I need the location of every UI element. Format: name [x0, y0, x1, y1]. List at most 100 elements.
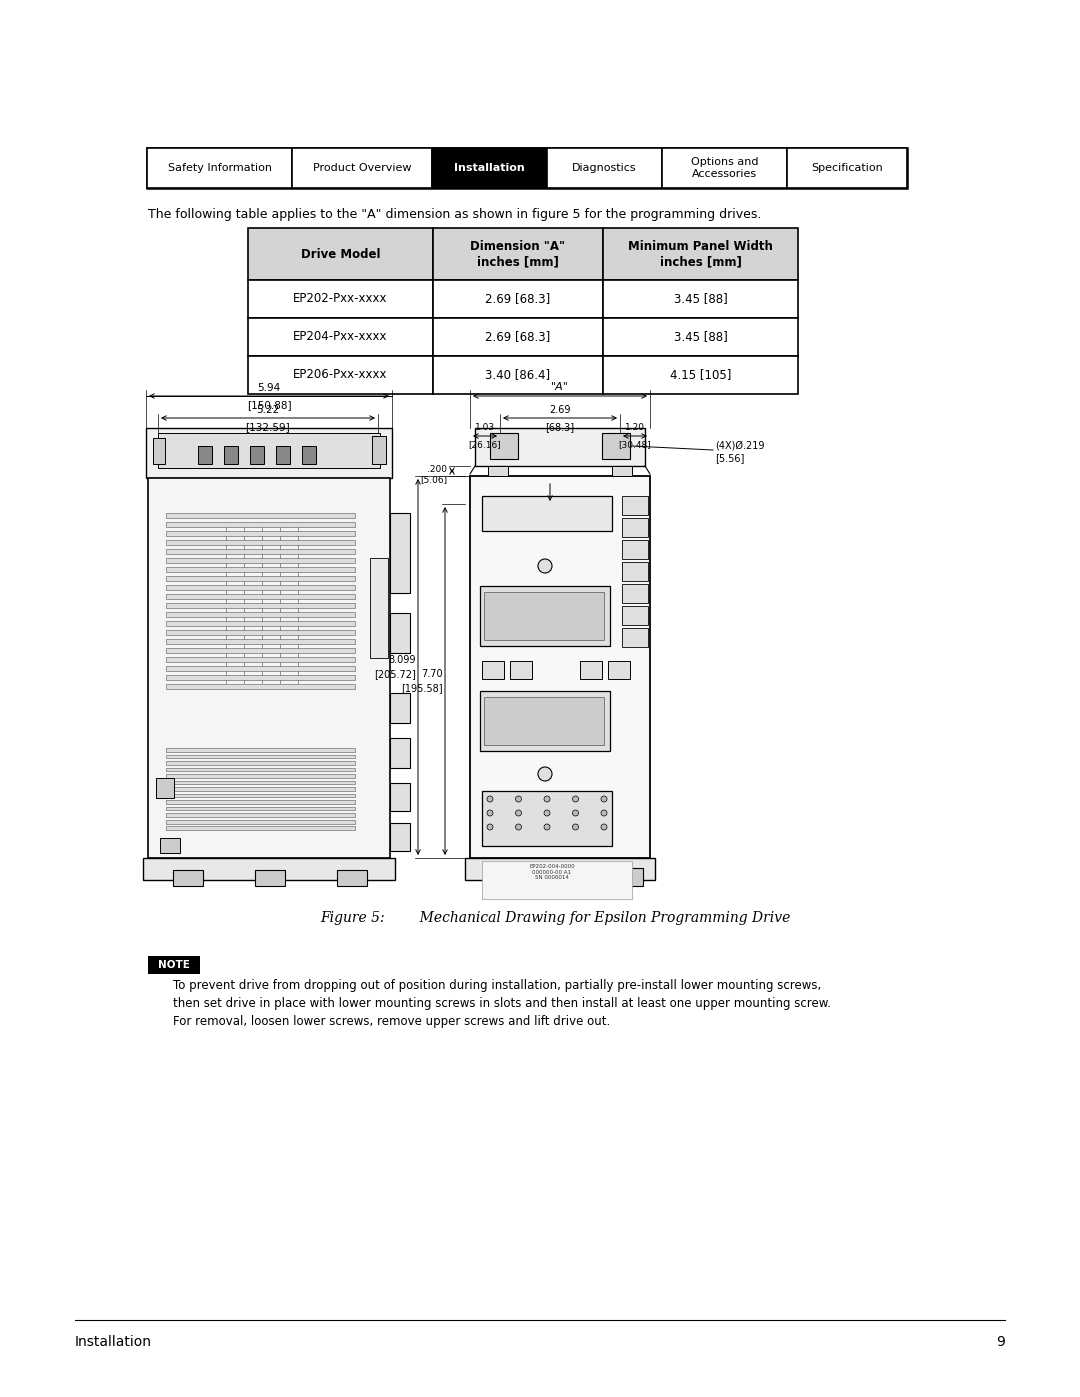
- Text: [195.58]: [195.58]: [402, 683, 443, 693]
- Bar: [166, 813, 355, 817]
- Bar: [580, 661, 602, 679]
- Bar: [617, 868, 643, 886]
- Bar: [475, 427, 645, 467]
- Bar: [166, 657, 355, 662]
- Bar: [166, 788, 355, 791]
- Bar: [173, 870, 203, 886]
- Bar: [480, 585, 610, 645]
- Text: Specification: Specification: [811, 163, 882, 173]
- Bar: [612, 467, 632, 476]
- Text: For removal, loosen lower screws, remove upper screws and lift drive out.: For removal, loosen lower screws, remove…: [173, 1016, 610, 1028]
- Bar: [166, 594, 355, 599]
- Text: To prevent drive from dropping out of position during installation, partially pr: To prevent drive from dropping out of po…: [173, 979, 821, 992]
- Circle shape: [487, 824, 492, 830]
- Bar: [490, 433, 518, 460]
- Text: [132.59]: [132.59]: [245, 422, 291, 432]
- Bar: [390, 738, 410, 768]
- Text: .200: .200: [427, 465, 447, 475]
- Bar: [482, 861, 632, 900]
- Bar: [198, 446, 212, 464]
- Text: 4.15 [105]: 4.15 [105]: [670, 369, 731, 381]
- Circle shape: [600, 810, 607, 816]
- Text: [26.16]: [26.16]: [469, 440, 501, 450]
- Bar: [390, 823, 410, 851]
- Bar: [166, 807, 355, 810]
- Bar: [147, 148, 292, 189]
- Bar: [166, 604, 355, 608]
- Bar: [166, 781, 355, 784]
- Text: [68.3]: [68.3]: [545, 422, 575, 432]
- Text: 3.45 [88]: 3.45 [88]: [674, 292, 727, 306]
- Bar: [166, 827, 355, 830]
- Bar: [337, 870, 367, 886]
- Text: 2.69 [68.3]: 2.69 [68.3]: [485, 292, 551, 306]
- Text: Diagnostics: Diagnostics: [572, 163, 637, 173]
- Circle shape: [572, 796, 579, 802]
- Text: 3.45 [88]: 3.45 [88]: [674, 331, 727, 344]
- Bar: [485, 868, 511, 886]
- Circle shape: [487, 810, 492, 816]
- Bar: [432, 148, 546, 189]
- Bar: [248, 279, 433, 319]
- Bar: [546, 148, 662, 189]
- Text: Dimension "A"
inches [mm]: Dimension "A" inches [mm]: [471, 240, 566, 268]
- Text: 5.94: 5.94: [257, 383, 281, 393]
- Text: Installation: Installation: [75, 1336, 152, 1350]
- Bar: [622, 629, 648, 647]
- Circle shape: [600, 824, 607, 830]
- Bar: [276, 446, 291, 464]
- Bar: [370, 557, 388, 658]
- Bar: [662, 148, 787, 189]
- Bar: [622, 562, 648, 581]
- Bar: [166, 630, 355, 636]
- Text: [150.88]: [150.88]: [246, 400, 292, 409]
- Circle shape: [487, 796, 492, 802]
- Text: Minimum Panel Width
inches [mm]: Minimum Panel Width inches [mm]: [629, 240, 773, 268]
- Bar: [433, 356, 603, 394]
- Bar: [488, 467, 508, 476]
- Bar: [148, 956, 200, 974]
- Text: 2.69 [68.3]: 2.69 [68.3]: [485, 331, 551, 344]
- Bar: [156, 778, 174, 798]
- Bar: [166, 800, 355, 803]
- Circle shape: [600, 796, 607, 802]
- Circle shape: [572, 810, 579, 816]
- Text: 3.40 [86.4]: 3.40 [86.4]: [485, 369, 551, 381]
- Bar: [166, 541, 355, 545]
- Text: [5.06]: [5.06]: [420, 475, 447, 485]
- Bar: [166, 774, 355, 778]
- Text: [30.48]: [30.48]: [619, 440, 651, 450]
- Bar: [622, 606, 648, 624]
- Bar: [153, 439, 165, 464]
- Bar: [608, 661, 630, 679]
- Bar: [166, 513, 355, 518]
- Bar: [390, 613, 410, 652]
- Bar: [470, 476, 650, 858]
- Bar: [147, 148, 907, 189]
- Bar: [166, 675, 355, 680]
- Bar: [166, 793, 355, 798]
- Bar: [166, 761, 355, 764]
- Text: NOTE: NOTE: [158, 960, 190, 970]
- Circle shape: [572, 824, 579, 830]
- Text: EP206-Pxx-xxxx: EP206-Pxx-xxxx: [294, 369, 388, 381]
- Bar: [166, 754, 355, 759]
- Bar: [166, 767, 355, 771]
- Circle shape: [544, 796, 550, 802]
- Bar: [602, 433, 630, 460]
- Text: 7.70: 7.70: [421, 669, 443, 679]
- Bar: [166, 585, 355, 590]
- Bar: [622, 541, 648, 559]
- Bar: [166, 522, 355, 527]
- Bar: [484, 592, 604, 640]
- Bar: [166, 648, 355, 652]
- Bar: [166, 747, 355, 752]
- Bar: [484, 697, 604, 745]
- Bar: [603, 319, 798, 356]
- Bar: [603, 356, 798, 394]
- Bar: [224, 446, 238, 464]
- Text: Drive Model: Drive Model: [300, 247, 380, 260]
- Circle shape: [544, 810, 550, 816]
- Bar: [787, 148, 907, 189]
- Bar: [166, 666, 355, 671]
